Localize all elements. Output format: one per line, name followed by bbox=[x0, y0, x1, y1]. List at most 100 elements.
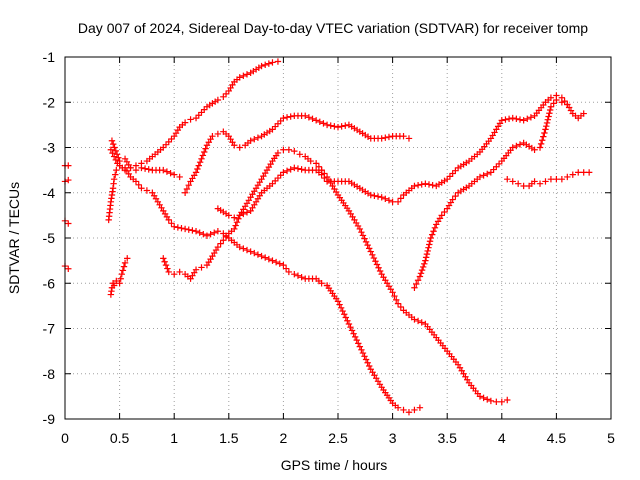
data-point bbox=[505, 115, 513, 123]
data-point bbox=[171, 223, 178, 230]
y-tick-label: -7 bbox=[43, 321, 56, 337]
data-point bbox=[176, 173, 183, 181]
data-point bbox=[553, 175, 560, 183]
data-point bbox=[428, 231, 436, 238]
data-point bbox=[580, 110, 587, 117]
y-tick-label: -9 bbox=[43, 411, 56, 427]
data-point bbox=[199, 152, 207, 159]
data-point bbox=[336, 301, 343, 308]
data-point bbox=[376, 267, 384, 275]
data-point bbox=[119, 267, 127, 274]
data-point bbox=[174, 224, 182, 231]
data-point bbox=[236, 243, 243, 251]
data-point bbox=[138, 185, 145, 192]
data-point bbox=[274, 58, 282, 65]
data-point bbox=[307, 157, 314, 165]
data-point bbox=[280, 169, 287, 176]
data-point bbox=[400, 406, 407, 414]
data-point bbox=[181, 225, 189, 233]
data-point bbox=[543, 119, 551, 127]
data-point bbox=[504, 396, 511, 404]
data-point bbox=[397, 195, 404, 202]
data-point bbox=[192, 266, 200, 273]
data-point bbox=[107, 146, 115, 153]
data-point bbox=[236, 144, 243, 151]
data-point bbox=[421, 260, 428, 267]
data-point bbox=[117, 275, 124, 282]
data-point bbox=[509, 114, 516, 122]
data-point bbox=[302, 112, 309, 120]
data-point bbox=[217, 240, 224, 247]
data-point bbox=[294, 165, 302, 172]
y-tick-label: -2 bbox=[43, 94, 56, 110]
x-axis-title: GPS time / hours bbox=[281, 457, 388, 473]
data-point bbox=[209, 132, 216, 140]
data-point bbox=[274, 149, 282, 157]
data-point bbox=[285, 268, 293, 276]
data-point bbox=[361, 353, 368, 360]
data-point bbox=[254, 251, 262, 258]
data-point bbox=[547, 175, 555, 183]
x-tick-label: 0.5 bbox=[110, 430, 130, 446]
data-point bbox=[200, 231, 207, 238]
data-point bbox=[536, 144, 544, 151]
data-point bbox=[362, 238, 370, 246]
data-point bbox=[394, 404, 402, 411]
data-point bbox=[316, 118, 323, 126]
data-point bbox=[547, 103, 555, 110]
data-point bbox=[113, 151, 121, 158]
data-point bbox=[356, 225, 364, 233]
data-point bbox=[425, 181, 433, 188]
data-point bbox=[214, 243, 222, 251]
data-point bbox=[438, 212, 445, 219]
data-point bbox=[280, 114, 287, 122]
data-point bbox=[111, 144, 118, 151]
x-tick-label: 2 bbox=[280, 430, 288, 446]
data-point bbox=[138, 160, 145, 167]
data-point bbox=[422, 254, 430, 261]
axis-ticks bbox=[64, 56, 612, 420]
data-point bbox=[520, 117, 527, 124]
data-point bbox=[265, 60, 273, 67]
data-point bbox=[543, 122, 550, 130]
data-point bbox=[373, 261, 381, 268]
series-arc5 bbox=[107, 255, 131, 298]
data-point bbox=[327, 122, 334, 129]
data-point bbox=[162, 261, 170, 269]
data-point bbox=[394, 198, 402, 205]
data-point bbox=[291, 271, 298, 278]
x-tick-label: 1.5 bbox=[219, 430, 239, 446]
data-point bbox=[372, 258, 379, 265]
data-point bbox=[540, 133, 547, 140]
data-point bbox=[65, 220, 72, 227]
x-tick-labels: 0 0.5 1 1.5 2 2.5 3 3.5 4 4.5 5 bbox=[61, 430, 615, 446]
data-point bbox=[276, 260, 283, 267]
data-point bbox=[355, 340, 362, 347]
data-point bbox=[141, 165, 149, 172]
data-point bbox=[214, 130, 222, 138]
data-point bbox=[198, 155, 205, 163]
data-point bbox=[424, 247, 431, 255]
data-point bbox=[236, 212, 243, 219]
data-point bbox=[110, 175, 118, 183]
data-point bbox=[320, 120, 327, 127]
data-point bbox=[285, 146, 293, 153]
data-point bbox=[298, 166, 305, 173]
x-tick-label: 4.5 bbox=[547, 430, 567, 446]
data-point bbox=[65, 162, 72, 169]
data-point bbox=[196, 159, 204, 166]
data-point bbox=[358, 346, 365, 354]
data-point bbox=[487, 397, 495, 405]
data-point bbox=[564, 173, 571, 181]
data-point bbox=[258, 62, 265, 70]
data-point bbox=[120, 263, 128, 270]
data-point bbox=[280, 146, 287, 153]
data-point bbox=[385, 197, 393, 204]
series-arc9 bbox=[116, 162, 331, 289]
y-tick-label: -1 bbox=[43, 49, 56, 65]
data-point bbox=[476, 393, 484, 400]
data-point bbox=[291, 147, 298, 155]
x-tick-label: 1 bbox=[170, 430, 178, 446]
data-point bbox=[254, 134, 262, 141]
